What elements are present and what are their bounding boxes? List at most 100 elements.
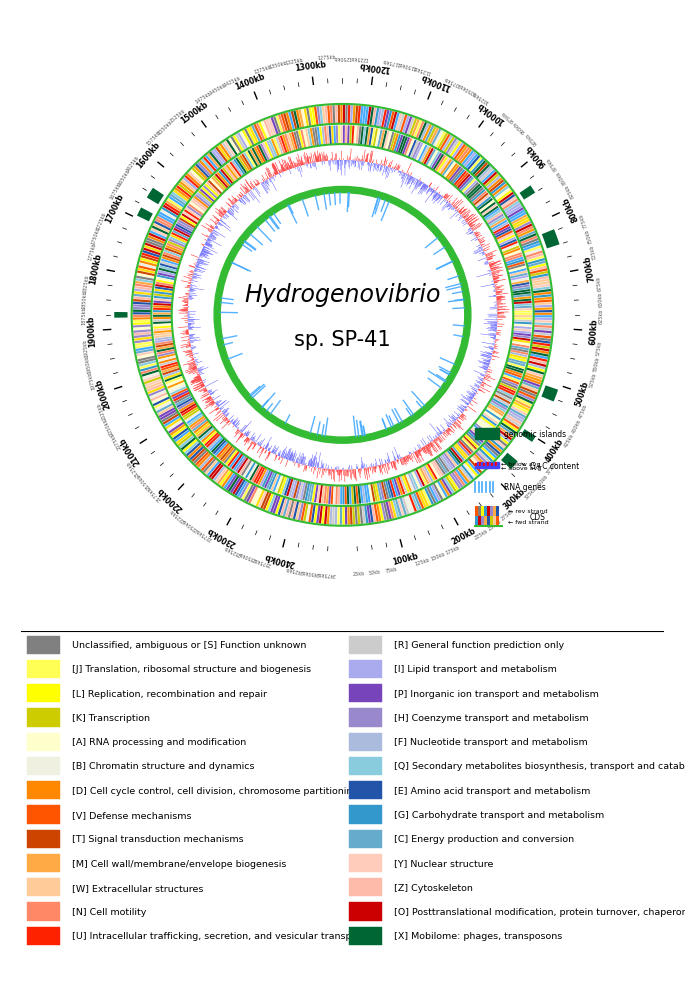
Wedge shape [282,135,290,154]
Wedge shape [237,196,240,200]
Wedge shape [184,277,192,279]
Wedge shape [192,360,195,361]
Wedge shape [195,266,204,269]
Wedge shape [415,452,421,462]
Wedge shape [217,220,219,222]
Wedge shape [493,225,510,235]
Wedge shape [223,473,236,489]
Wedge shape [114,313,127,318]
Wedge shape [366,128,371,147]
FancyBboxPatch shape [27,636,60,654]
Wedge shape [465,214,474,222]
Wedge shape [287,168,288,171]
Wedge shape [335,161,336,166]
Wedge shape [419,450,421,453]
Wedge shape [218,445,232,459]
Text: [F] Nucleotide transport and metabolism: [F] Nucleotide transport and metabolism [394,738,588,746]
Wedge shape [530,269,547,275]
Wedge shape [512,337,530,341]
Text: 2175kb: 2175kb [146,484,162,501]
Wedge shape [248,439,250,442]
Wedge shape [203,458,216,473]
Wedge shape [483,363,489,366]
Wedge shape [414,470,423,488]
Wedge shape [466,230,472,235]
Wedge shape [434,440,442,450]
Wedge shape [253,443,255,445]
Wedge shape [335,155,336,161]
Wedge shape [331,486,334,505]
Wedge shape [345,486,347,505]
Wedge shape [447,451,460,465]
Wedge shape [366,154,369,163]
Text: 75kb: 75kb [384,566,397,573]
Wedge shape [362,127,366,146]
Wedge shape [393,478,401,496]
Wedge shape [212,233,217,237]
Wedge shape [469,396,473,399]
Wedge shape [489,261,501,266]
Wedge shape [362,506,366,525]
Text: 1400kb: 1400kb [234,72,266,92]
Wedge shape [197,262,207,266]
Wedge shape [228,211,234,216]
Wedge shape [480,334,496,337]
Wedge shape [452,415,458,420]
Wedge shape [392,170,394,175]
Wedge shape [145,244,163,251]
Wedge shape [155,339,173,343]
Wedge shape [449,205,451,208]
Wedge shape [472,396,474,397]
Wedge shape [301,457,303,464]
Wedge shape [173,190,189,203]
Wedge shape [469,188,484,202]
Wedge shape [333,161,334,166]
Wedge shape [236,424,240,428]
Wedge shape [249,192,255,199]
Text: [N] Cell motility: [N] Cell motility [72,907,147,916]
Wedge shape [487,361,490,363]
Wedge shape [185,288,190,289]
Wedge shape [472,224,482,231]
Wedge shape [509,354,527,360]
Wedge shape [258,491,267,509]
Wedge shape [223,211,226,214]
Wedge shape [461,151,474,167]
Wedge shape [329,507,332,525]
Wedge shape [431,484,441,502]
Wedge shape [258,442,260,445]
Wedge shape [153,306,171,309]
Wedge shape [443,477,455,494]
Bar [495,466,497,469]
Wedge shape [446,202,448,204]
Wedge shape [260,447,261,448]
Wedge shape [160,210,177,221]
Wedge shape [182,281,191,284]
Wedge shape [463,212,471,219]
Wedge shape [377,483,382,501]
Wedge shape [154,292,173,296]
Text: 2100kb: 2100kb [118,435,142,466]
Wedge shape [506,414,522,426]
Wedge shape [156,345,174,351]
Wedge shape [365,468,366,475]
Wedge shape [360,127,364,146]
Wedge shape [213,395,221,401]
Wedge shape [297,155,301,167]
Wedge shape [256,467,266,484]
Wedge shape [192,359,194,360]
Wedge shape [449,167,462,182]
Text: 250kb: 250kb [487,518,502,531]
Wedge shape [390,161,393,169]
Wedge shape [507,363,525,370]
Wedge shape [197,383,203,387]
Wedge shape [477,273,492,278]
Wedge shape [188,172,203,186]
Wedge shape [495,286,503,288]
Wedge shape [226,421,229,424]
Wedge shape [473,248,482,252]
Wedge shape [381,161,382,166]
Wedge shape [541,386,558,402]
Wedge shape [325,106,328,125]
Wedge shape [385,464,388,474]
